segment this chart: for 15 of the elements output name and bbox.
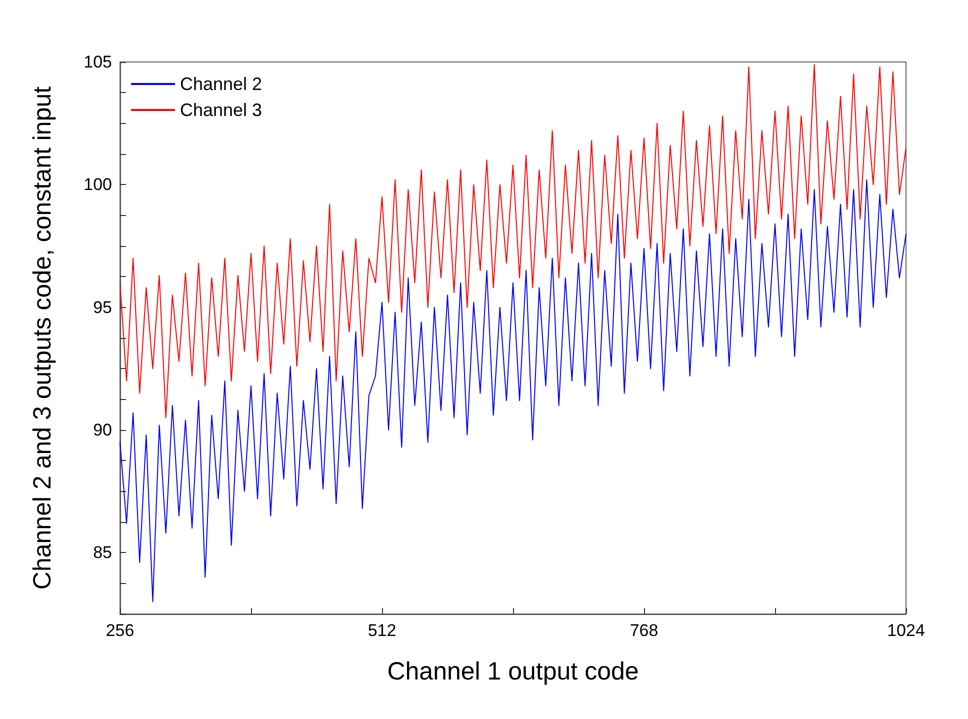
line-series	[120, 179, 906, 602]
x-tick-label: 256	[106, 621, 134, 640]
y-axis-title: Channel 2 and 3 outputs code, constant input	[28, 86, 56, 590]
legend-label: Channel 2	[180, 74, 262, 94]
y-tick-label: 105	[84, 52, 112, 72]
y-tick-label: 95	[93, 298, 112, 317]
line-series	[120, 64, 906, 418]
x-tick-label: 768	[630, 621, 658, 640]
x-axis-title: Channel 1 output code	[387, 658, 639, 686]
y-tick-label: 85	[93, 543, 112, 562]
y-tick-label: 100	[84, 175, 112, 194]
x-tick-label: 1024	[887, 621, 925, 640]
legend-label: Channel 3	[180, 100, 262, 120]
y-tick-label: 90	[93, 420, 112, 440]
x-tick-label: 512	[368, 621, 396, 640]
